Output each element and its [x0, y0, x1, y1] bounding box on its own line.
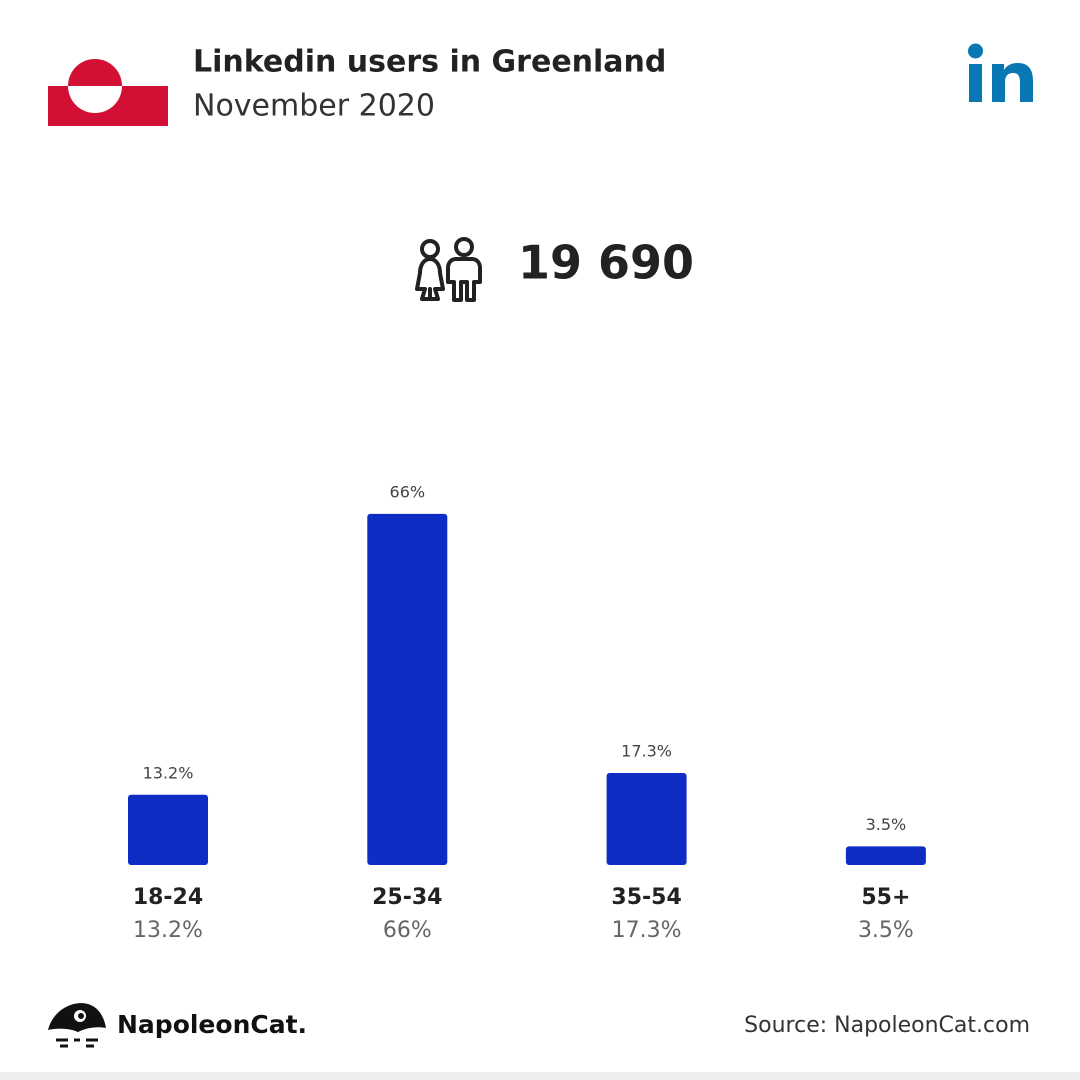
- brand-name: NapoleonCat.: [117, 1010, 307, 1039]
- bottom-strip: [0, 1072, 1080, 1080]
- source: Source: NapoleonCat.com: [744, 1013, 1030, 1038]
- napoleoncat-logo: [48, 1003, 106, 1048]
- total-users: 19 690: [518, 236, 694, 290]
- bar-value-label: 3.5%: [866, 815, 907, 834]
- category-percent: 13.2%: [133, 918, 203, 943]
- bar-value-label: 13.2%: [143, 763, 194, 782]
- bar: [606, 772, 687, 865]
- category-label: 35-54: [611, 885, 681, 910]
- category-label: 55+: [861, 885, 910, 910]
- linkedin-logo: [968, 43, 1033, 102]
- flag: [48, 59, 168, 126]
- category-label: 18-24: [133, 885, 203, 910]
- bar-value-label: 17.3%: [621, 741, 672, 760]
- category-percent: 3.5%: [858, 918, 914, 943]
- bar: [128, 794, 208, 865]
- bar: [367, 513, 448, 865]
- users-icon: [415, 237, 482, 302]
- category-percent: 17.3%: [612, 918, 682, 943]
- bar: [845, 846, 926, 865]
- category-percent: 66%: [383, 918, 432, 943]
- chart-title: Linkedin users in Greenland: [193, 45, 666, 80]
- bar-value-label: 66%: [390, 482, 426, 501]
- chart-subtitle: November 2020: [193, 89, 435, 124]
- category-label: 25-34: [372, 885, 442, 910]
